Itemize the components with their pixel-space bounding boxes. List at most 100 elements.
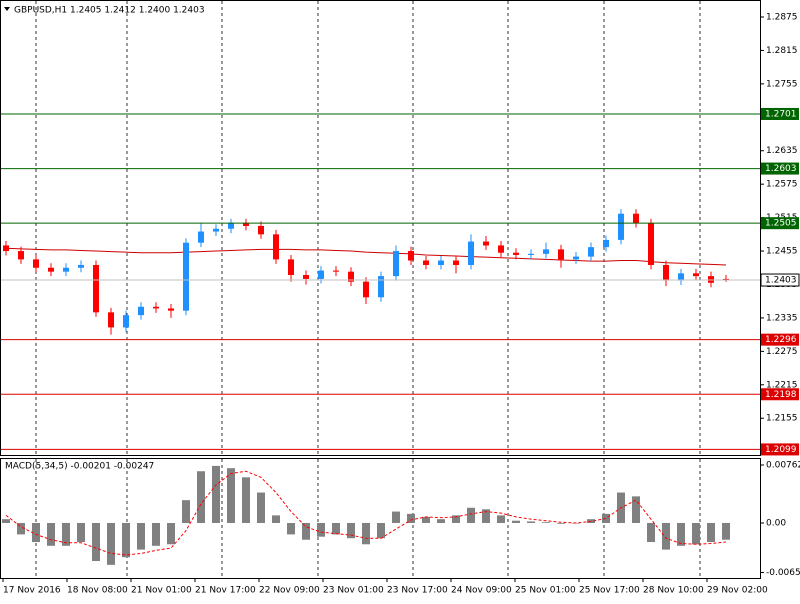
macd-bar	[47, 522, 55, 546]
level-label: 1.2198	[765, 390, 797, 400]
candle-body	[123, 315, 129, 328]
macd-bar	[122, 522, 130, 558]
macd-y-tick-label: -0.0065	[766, 568, 800, 578]
macd-bar	[662, 522, 670, 550]
level-label-box	[761, 162, 799, 175]
candle-body	[588, 247, 594, 257]
x-tick-label: 18 Nov 08:00	[67, 586, 128, 596]
macd-bar	[92, 522, 100, 562]
level-label-box	[761, 443, 799, 456]
macd-bar	[2, 519, 10, 523]
macd-bar	[467, 507, 475, 523]
candle-body	[528, 253, 534, 255]
macd-bar	[77, 522, 85, 543]
macd-y-tick-label: 0.00	[766, 518, 786, 528]
candle-body	[303, 275, 309, 279]
level-label-box	[761, 333, 799, 346]
candle-body	[648, 223, 654, 265]
macd-bar	[152, 522, 160, 546]
x-tick-label: 23 Nov 17:00	[387, 586, 448, 596]
macd-bar	[482, 509, 490, 523]
macd-bar	[197, 471, 205, 523]
x-tick-label: 23 Nov 01:00	[323, 586, 384, 596]
candle-body	[438, 260, 444, 265]
candle-body	[18, 251, 24, 260]
candle-body	[513, 252, 519, 255]
macd-y-tick-label: 0.00762	[766, 461, 800, 471]
candle-body	[183, 242, 189, 311]
y-tick-label: 1.2335	[766, 313, 798, 323]
candle-body	[318, 270, 324, 279]
macd-bar	[272, 515, 280, 523]
macd-bar	[437, 519, 445, 523]
header-arrow	[4, 7, 10, 11]
candle-body	[33, 259, 39, 268]
candle-body	[408, 251, 414, 261]
x-tick-label: 21 Nov 01:00	[131, 586, 192, 596]
macd-bar	[362, 522, 370, 545]
candle-body	[108, 312, 114, 328]
x-tick-label: 17 Nov 2016	[3, 586, 61, 596]
candle-body	[288, 259, 294, 276]
y-tick-label: 1.2455	[766, 247, 798, 257]
macd-bar	[32, 522, 40, 543]
candle-body	[708, 276, 714, 283]
candle-body	[273, 234, 279, 260]
macd-bar	[317, 522, 325, 537]
level-label: 1.2701	[765, 109, 797, 119]
y-tick-label: 1.2215	[766, 380, 798, 390]
x-tick-label: 25 Nov 17:00	[579, 586, 640, 596]
y-tick-label: 1.2575	[766, 180, 798, 190]
candle-body	[423, 260, 429, 265]
macd-bar	[257, 492, 265, 523]
candle-body	[213, 228, 219, 232]
macd-bar	[707, 522, 715, 543]
macd-bar	[347, 522, 355, 539]
macd-bar	[422, 516, 430, 523]
x-tick-label: 25 Nov 01:00	[515, 586, 576, 596]
current-price-label: 1.2403	[765, 276, 797, 286]
y-tick-label: 1.2635	[766, 146, 798, 156]
macd-bar	[542, 522, 550, 523]
macd-bar	[677, 522, 685, 546]
candle-body	[48, 267, 54, 272]
macd-bar	[392, 511, 400, 523]
moving-average	[5, 247, 727, 266]
candle-body	[258, 225, 264, 235]
candle-body	[678, 273, 684, 281]
macd-bar	[212, 465, 220, 523]
macd-bar	[167, 522, 175, 545]
macd-bar	[647, 522, 655, 543]
price-pane	[0, 0, 761, 456]
candle-body	[378, 276, 384, 298]
candle-body	[63, 267, 69, 272]
level-label: 1.2603	[765, 164, 797, 174]
level-label-box	[761, 217, 799, 230]
y-tick-label: 1.2875	[766, 12, 798, 22]
candle-body	[393, 251, 399, 277]
candle-body	[603, 239, 609, 248]
macd-bar	[557, 522, 565, 524]
candle-body	[333, 270, 339, 272]
macd-bar	[17, 522, 25, 535]
candle-body	[243, 223, 249, 226]
symbol-header: GBPUSD,H1 1.2405 1.2412 1.2400 1.2403	[14, 6, 205, 16]
candle-body	[363, 281, 369, 298]
x-tick-label: 21 Nov 17:00	[195, 586, 256, 596]
macd-bar	[107, 522, 115, 565]
macd-bar	[302, 522, 310, 540]
candle-body	[138, 306, 144, 316]
y-tick-label: 1.2155	[766, 414, 798, 424]
macd-bar	[407, 513, 415, 523]
level-label: 1.2296	[765, 335, 797, 345]
candle-body	[348, 271, 354, 282]
macd-bar	[497, 515, 505, 523]
x-tick-label: 22 Nov 09:00	[259, 586, 320, 596]
macd-bar	[527, 521, 535, 523]
macd-header: MACD(5,34,5) -0.00201 -0.00247	[5, 462, 154, 472]
macd-bar	[227, 468, 235, 523]
level-label: 1.2099	[765, 445, 797, 455]
candle-body	[618, 213, 624, 240]
macd-bar	[377, 522, 385, 539]
